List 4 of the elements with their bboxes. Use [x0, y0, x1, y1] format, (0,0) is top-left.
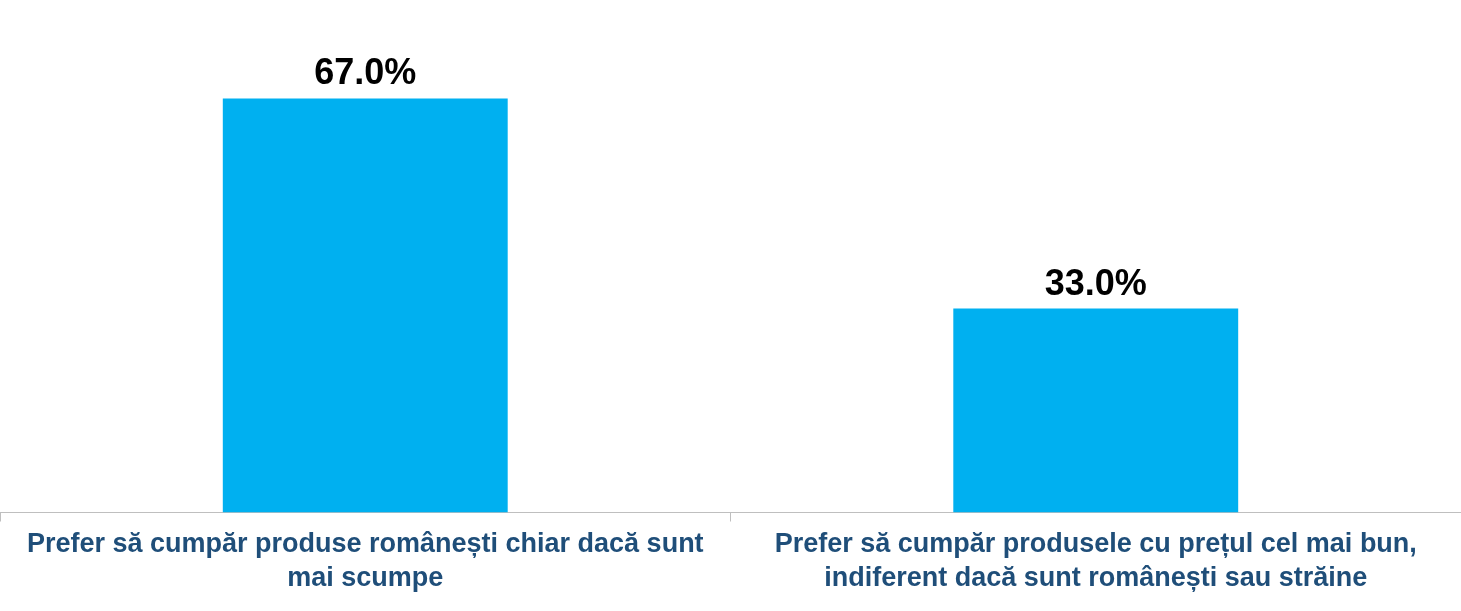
x-tick-label: Prefer să cumpăr produsele cu prețul cel mai bun, indiferent dacă sunt românești sau străine — [774, 527, 1417, 592]
data-label: 67.0% — [314, 51, 417, 93]
data-label: 33.0% — [1044, 261, 1147, 303]
x-tick-label: Prefer să cumpăr produse românești chiar dacă sunt mai scumpe — [26, 527, 704, 592]
